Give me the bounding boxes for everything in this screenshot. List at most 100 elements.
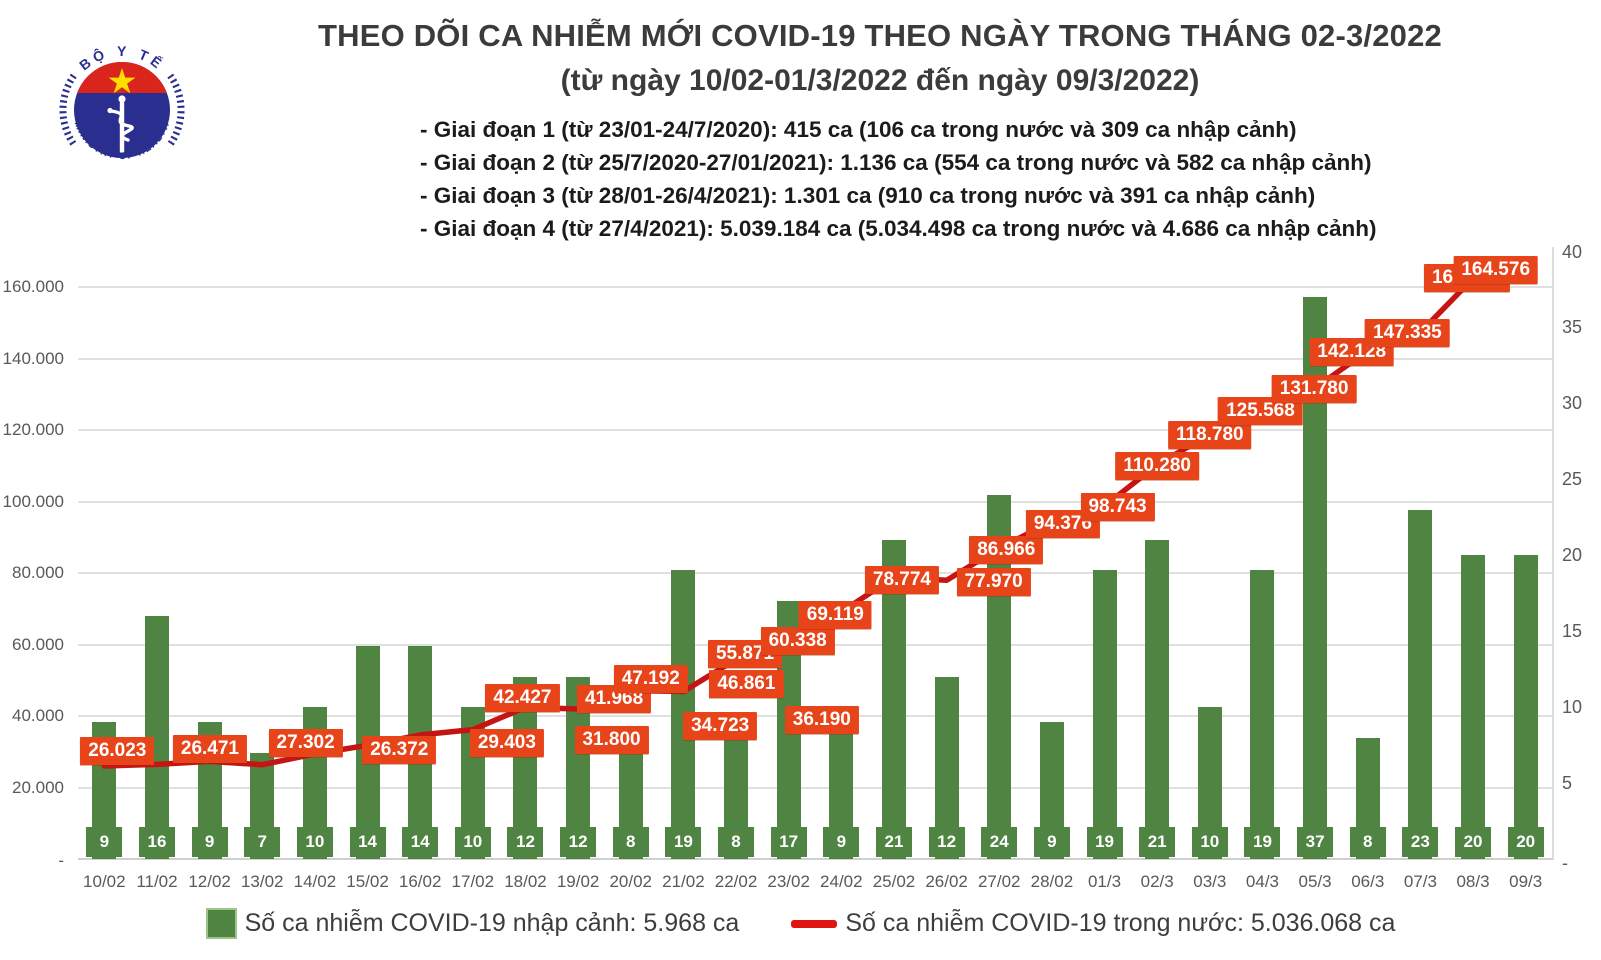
x-axis-label: 11/02 bbox=[136, 872, 178, 891]
line-value-label: 31.800 bbox=[574, 726, 649, 755]
line-value-label: 47.192 bbox=[613, 665, 688, 694]
y-axis-tick-right: 35 bbox=[1562, 317, 1583, 338]
phase-1-note: - Giai đoạn 1 (từ 23/01-24/7/2020): 415 … bbox=[420, 117, 1297, 142]
x-axis-label: 24/02 bbox=[820, 872, 863, 891]
gridline bbox=[78, 786, 1552, 789]
x-axis-label: 07/3 bbox=[1403, 872, 1437, 891]
x-axis-label: 17/02 bbox=[451, 872, 495, 891]
x-axis-label: 03/3 bbox=[1193, 872, 1227, 891]
bar-value-label: 8 bbox=[718, 827, 755, 857]
y-axis-tick-right: 20 bbox=[1562, 545, 1583, 566]
line-value-label: 29.403 bbox=[469, 728, 544, 757]
phase-3-note: - Giai đoạn 3 (từ 28/01-26/4/2021): 1.30… bbox=[420, 183, 1316, 208]
bar-value-label: 37 bbox=[1297, 827, 1334, 857]
y-axis-zero-left: - bbox=[58, 851, 64, 870]
line-value-label: 27.302 bbox=[268, 729, 343, 758]
x-axis-label: 06/3 bbox=[1351, 872, 1385, 891]
x-axis-label: 26/02 bbox=[925, 872, 968, 891]
bar-value-label: 20 bbox=[1455, 827, 1492, 857]
gridline bbox=[78, 429, 1552, 432]
line-value-label: 78.774 bbox=[864, 566, 940, 595]
line-value-label: 125.568 bbox=[1218, 397, 1303, 426]
bar-value-label: 21 bbox=[1139, 827, 1176, 857]
phase-2-note: - Giai đoạn 2 (từ 25/7/2020-27/01/2021):… bbox=[420, 150, 1372, 175]
line-value-label: 118.780 bbox=[1167, 421, 1252, 450]
y-axis-tick-left: 140.000 bbox=[2, 348, 64, 368]
bar-value-label: 9 bbox=[1033, 827, 1070, 857]
logo-snake-head bbox=[107, 107, 113, 114]
x-axis-label: 01/3 bbox=[1087, 872, 1122, 891]
line-value-label: 164.576 bbox=[1453, 255, 1539, 284]
y-axis-tick-left: 100.000 bbox=[2, 491, 64, 511]
x-axis-label: 20/02 bbox=[609, 872, 653, 891]
bar-value-label: 12 bbox=[507, 827, 544, 857]
y-axis-tick-right: 5 bbox=[1562, 773, 1573, 794]
bar bbox=[1513, 555, 1538, 859]
line-value-label: 36.190 bbox=[784, 705, 859, 734]
bar-value-label: 10 bbox=[454, 827, 491, 857]
bar-value-label: 19 bbox=[1086, 827, 1123, 857]
x-axis-label: 18/02 bbox=[504, 872, 547, 891]
page-subtitle: (từ ngày 10/02-01/3/2022 đến ngày 09/3/2… bbox=[560, 64, 1200, 97]
x-axis-label: 04/3 bbox=[1245, 872, 1279, 891]
x-axis-label: 12/02 bbox=[188, 872, 231, 891]
ministry-of-health-logo: BỘ Y TẾ MINISTRY OF HEALTH bbox=[52, 14, 192, 186]
bar-value-label: 12 bbox=[560, 827, 597, 857]
y-axis-zero-right: - bbox=[1562, 853, 1568, 873]
gridline bbox=[78, 500, 1552, 503]
logo-left-arc bbox=[59, 73, 77, 147]
bar-value-label: 10 bbox=[1191, 827, 1228, 857]
x-axis-label: 16/02 bbox=[398, 872, 442, 891]
bar-value-label: 12 bbox=[928, 827, 965, 857]
y-axis-tick-left: 80.000 bbox=[12, 563, 64, 583]
x-axis-baseline bbox=[78, 858, 1554, 860]
bar-value-label: 14 bbox=[402, 827, 439, 857]
x-axis-label: 14/02 bbox=[293, 872, 337, 891]
line-value-label: 147.335 bbox=[1365, 319, 1450, 348]
chart-legend: Số ca nhiễm COVID-19 nhập cảnh: 5.968 ca… bbox=[0, 908, 1601, 939]
gridline bbox=[78, 572, 1552, 575]
line-value-label: 131.780 bbox=[1271, 374, 1357, 403]
bar bbox=[1145, 540, 1170, 859]
line-value-label: 86.966 bbox=[969, 536, 1044, 565]
legend-item-domestic: Số ca nhiễm COVID-19 trong nước: 5.036.0… bbox=[791, 909, 1395, 938]
line-series-dash-icon bbox=[791, 919, 838, 928]
x-axis-label: 27/02 bbox=[977, 872, 1021, 891]
bar-value-label: 16 bbox=[138, 827, 175, 857]
bar-value-label: 17 bbox=[770, 827, 807, 857]
x-axis-label: 05/3 bbox=[1298, 872, 1332, 891]
legend-imported-label: Số ca nhiễm COVID-19 nhập cảnh: 5.968 ca bbox=[244, 909, 740, 937]
logo-staff-knob bbox=[118, 95, 126, 103]
bar-value-label: 19 bbox=[665, 827, 702, 857]
line-value-label: 26.023 bbox=[80, 736, 155, 765]
bar-value-label: 9 bbox=[191, 827, 228, 857]
legend-item-imported: Số ca nhiễm COVID-19 nhập cảnh: 5.968 ca bbox=[205, 908, 740, 939]
x-axis-label: 08/3 bbox=[1456, 872, 1490, 891]
bar-value-label: 9 bbox=[86, 827, 123, 857]
ministry-of-health-logo-svg: BỘ Y TẾ MINISTRY OF HEALTH bbox=[59, 43, 185, 162]
bar-value-label: 14 bbox=[349, 827, 386, 857]
line-value-label: 26.471 bbox=[172, 735, 248, 764]
phase-4-note: - Giai đoạn 4 (từ 27/4/2021): 5.039.184 … bbox=[420, 216, 1377, 241]
line-value-label: 26.372 bbox=[362, 735, 437, 764]
y-axis-tick-right: 10 bbox=[1562, 697, 1583, 718]
bar-value-label: 19 bbox=[1244, 827, 1281, 857]
x-axis-label: 19/02 bbox=[556, 872, 600, 891]
y-axis-tick-right: 25 bbox=[1562, 469, 1583, 490]
y-axis-tick-right: 30 bbox=[1562, 393, 1583, 414]
x-axis-label: 21/02 bbox=[662, 872, 705, 891]
bar bbox=[1092, 570, 1117, 859]
bar-series-swatch-icon bbox=[205, 908, 237, 939]
line-value-label: 110.280 bbox=[1115, 451, 1199, 480]
line-value-label: 60.338 bbox=[760, 627, 835, 656]
plot-right-border bbox=[1552, 247, 1554, 859]
bar-value-label: 7 bbox=[244, 827, 281, 857]
x-axis-label: 13/02 bbox=[240, 872, 284, 891]
logo-star-icon bbox=[108, 68, 136, 94]
y-axis-tick-right: 15 bbox=[1562, 621, 1583, 642]
bar bbox=[1408, 509, 1433, 859]
bar-value-label: 8 bbox=[612, 827, 649, 857]
page-title: THEO DÕI CA NHIỄM MỚI COVID-19 THEO NGÀY… bbox=[317, 18, 1442, 53]
bar-value-label: 24 bbox=[981, 827, 1018, 857]
